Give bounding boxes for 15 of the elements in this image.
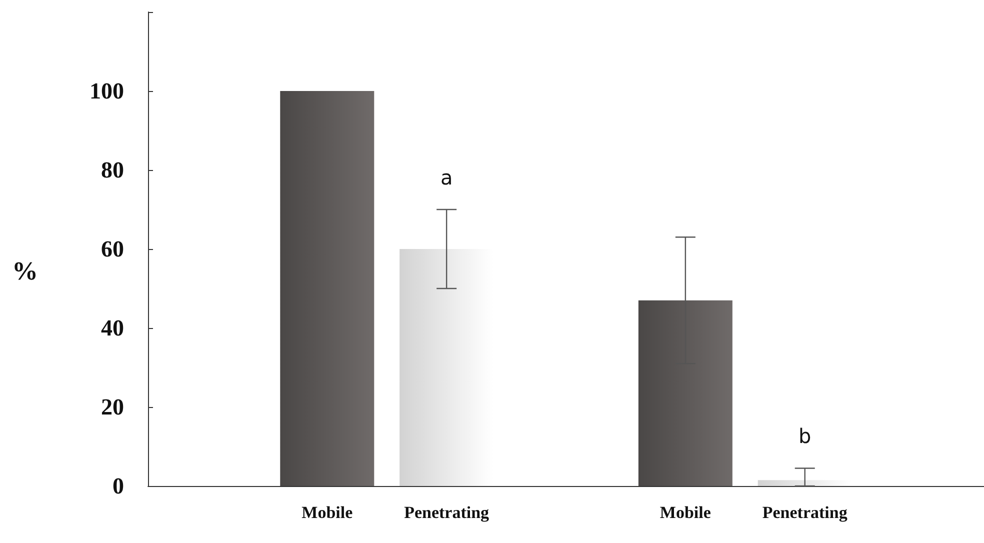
- x-tick-label: Penetrating: [404, 503, 490, 522]
- y-tick-label: 0: [112, 474, 124, 498]
- x-tick-label: Penetrating: [762, 503, 848, 522]
- y-tick-label: 60: [101, 236, 124, 262]
- y-tick-label: 80: [101, 158, 124, 182]
- x-tick-label: Mobile: [660, 503, 712, 522]
- y-axis-title: %: [12, 256, 38, 286]
- x-tick-label: Mobile: [302, 503, 354, 522]
- bar: [638, 300, 732, 486]
- data-label: a: [440, 166, 453, 190]
- bar: [280, 91, 374, 486]
- y-tick-label: 20: [101, 394, 124, 420]
- data-label: b: [798, 424, 812, 448]
- y-tick-label: 100: [90, 78, 124, 104]
- y-tick-label: 40: [101, 316, 124, 340]
